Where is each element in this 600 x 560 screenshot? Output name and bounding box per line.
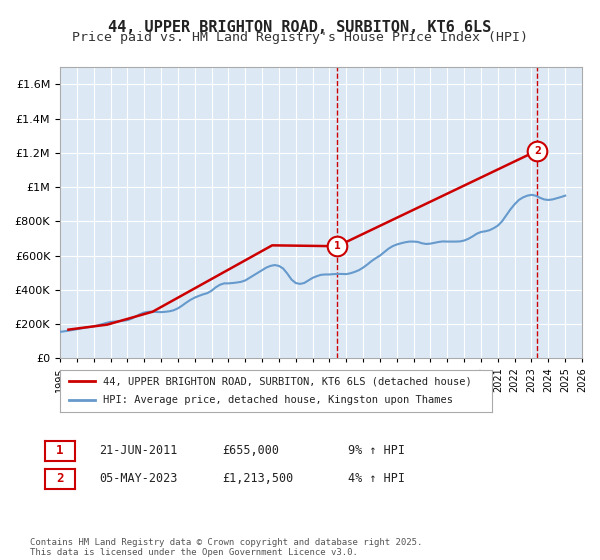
Text: 05-MAY-2023: 05-MAY-2023 <box>99 472 178 486</box>
Text: 1: 1 <box>56 444 64 458</box>
Text: 4% ↑ HPI: 4% ↑ HPI <box>348 472 405 486</box>
Text: Price paid vs. HM Land Registry's House Price Index (HPI): Price paid vs. HM Land Registry's House … <box>72 31 528 44</box>
Text: 2: 2 <box>56 472 64 486</box>
Text: 2: 2 <box>534 146 541 156</box>
Text: £1,213,500: £1,213,500 <box>222 472 293 486</box>
Text: 9% ↑ HPI: 9% ↑ HPI <box>348 444 405 458</box>
Text: 44, UPPER BRIGHTON ROAD, SURBITON, KT6 6LS (detached house): 44, UPPER BRIGHTON ROAD, SURBITON, KT6 6… <box>103 376 472 386</box>
Text: 21-JUN-2011: 21-JUN-2011 <box>99 444 178 458</box>
Text: Contains HM Land Registry data © Crown copyright and database right 2025.
This d: Contains HM Land Registry data © Crown c… <box>30 538 422 557</box>
Point <box>332 242 342 251</box>
Text: 1: 1 <box>334 241 341 251</box>
Text: 44, UPPER BRIGHTON ROAD, SURBITON, KT6 6LS: 44, UPPER BRIGHTON ROAD, SURBITON, KT6 6… <box>109 20 491 35</box>
Text: HPI: Average price, detached house, Kingston upon Thames: HPI: Average price, detached house, King… <box>103 395 453 405</box>
Text: £655,000: £655,000 <box>222 444 279 458</box>
Point <box>533 146 542 155</box>
